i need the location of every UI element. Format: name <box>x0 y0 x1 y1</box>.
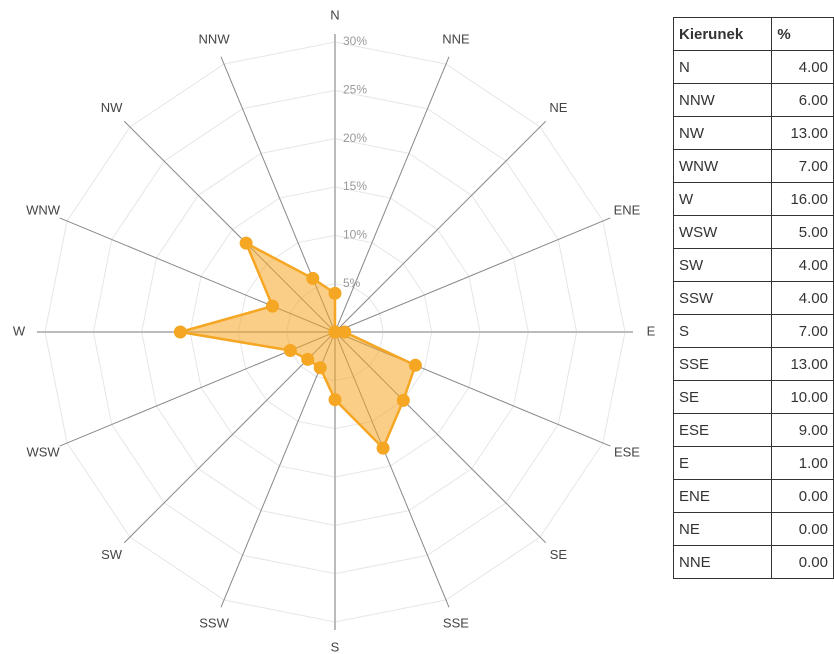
table-cell: 7.00 <box>771 314 834 348</box>
axis-label: ENE <box>614 203 641 218</box>
point <box>265 299 279 313</box>
table-cell: 0.00 <box>771 512 834 546</box>
table-cell: ENE <box>672 479 773 513</box>
table-cell: 0.00 <box>771 545 834 579</box>
header-row: Kierunek% <box>672 17 834 51</box>
table-cell: 5.00 <box>771 215 834 249</box>
table-cell: 13.00 <box>771 116 834 150</box>
axis-label: NE <box>549 100 567 115</box>
table-cell: W <box>672 182 773 216</box>
table-cell: 6.00 <box>771 83 834 117</box>
axis-label: NNW <box>199 31 231 46</box>
point <box>283 343 297 357</box>
table-row: SW 4.00 <box>672 248 834 282</box>
point <box>338 325 352 339</box>
axis-label: N <box>330 7 339 22</box>
table-cell: NW <box>672 116 773 150</box>
y-tick-label: 25% <box>343 83 367 97</box>
table-cell: SW <box>672 248 773 282</box>
axis-label: NW <box>101 100 123 115</box>
point <box>328 393 342 407</box>
table-cell: ESE <box>672 413 773 447</box>
point <box>313 361 327 375</box>
table-cell: 4.00 <box>771 248 834 282</box>
point <box>301 352 315 366</box>
spoke <box>123 331 336 544</box>
table-row: SSE 13.00 <box>672 347 834 381</box>
table-cell: NNW <box>672 83 773 117</box>
table-cell: WNW <box>672 149 773 183</box>
axis-label: WSW <box>26 444 60 459</box>
axis-label: SSW <box>199 615 229 630</box>
header-cell: Kierunek <box>672 17 773 51</box>
point <box>173 325 187 339</box>
table-body: N 4.00 NNW 6.00 NW 13.00 WNW 7.00 W 16.00 WSW 5.00 S… <box>672 50 834 579</box>
axis-label: ESE <box>614 444 640 459</box>
table-cell: WSW <box>672 215 773 249</box>
point <box>328 325 342 339</box>
axis-label: WNW <box>26 203 61 218</box>
axis-label: E <box>647 323 656 338</box>
table-cell: 4.00 <box>771 50 834 84</box>
y-tick-label: 15% <box>343 179 367 193</box>
header-cell: % <box>771 17 834 51</box>
table-cell: SSE <box>672 347 773 381</box>
table-cell: SSW <box>672 281 773 315</box>
point <box>328 286 342 300</box>
y-tick-label: 5% <box>343 276 361 290</box>
table-cell: 1.00 <box>771 446 834 480</box>
point <box>408 358 422 372</box>
table-row: NNW 6.00 <box>672 83 834 117</box>
table-row: S 7.00 <box>672 314 834 348</box>
table-cell: SE <box>672 380 773 414</box>
y-tick-label: 20% <box>343 131 367 145</box>
table-row: ENE 0.00 <box>672 479 834 513</box>
table-row: W 16.00 <box>672 182 834 216</box>
table-cell: NE <box>672 512 773 546</box>
table-cell: 0.00 <box>771 479 834 513</box>
table-row: SE 10.00 <box>672 380 834 414</box>
table-cell: N <box>672 50 773 84</box>
table-cell: 4.00 <box>771 281 834 315</box>
y-tick-label: 30% <box>343 34 367 48</box>
table-cell: 16.00 <box>771 182 834 216</box>
table-cell: S <box>672 314 773 348</box>
table-row: WNW 7.00 <box>672 149 834 183</box>
table-row: ESE 9.00 <box>672 413 834 447</box>
axis-label: SE <box>550 547 568 562</box>
table-cell: 7.00 <box>771 149 834 183</box>
point <box>239 236 253 250</box>
spoke <box>220 331 336 608</box>
y-tick-label: 10% <box>343 228 367 242</box>
table-cell: 13.00 <box>771 347 834 381</box>
data-table: Kierunek% N 4.00 NNW 6.00 NW 13.00 WNW 7.00 W 16.0… <box>672 17 834 579</box>
table-cell: 9.00 <box>771 413 834 447</box>
axis-label: W <box>13 323 26 338</box>
spoke <box>334 217 611 333</box>
chart: N NNE NE ENE E ESE SE SSE S SSW SW WSW W WNW NW NNW 5% 10… <box>13 7 656 654</box>
spoke <box>334 120 547 333</box>
table-row: E 1.00 <box>672 446 834 480</box>
table-row: N 4.00 <box>672 50 834 84</box>
table-row: NW 13.00 <box>672 116 834 150</box>
axis-label: SW <box>101 547 123 562</box>
table-row: NNE 0.00 <box>672 545 834 579</box>
axis-label: NNE <box>442 31 470 46</box>
spoke <box>334 56 450 333</box>
table-row: WSW 5.00 <box>672 215 834 249</box>
table-cell: NNE <box>672 545 773 579</box>
table-cell: 10.00 <box>771 380 834 414</box>
point <box>306 271 320 285</box>
table-cell: E <box>672 446 773 480</box>
axis-label: S <box>331 639 340 654</box>
table-row: NE 0.00 <box>672 512 834 546</box>
point <box>376 441 390 455</box>
point <box>396 393 410 407</box>
table-row: SSW 4.00 <box>672 281 834 315</box>
axis-label: SSE <box>443 615 469 630</box>
